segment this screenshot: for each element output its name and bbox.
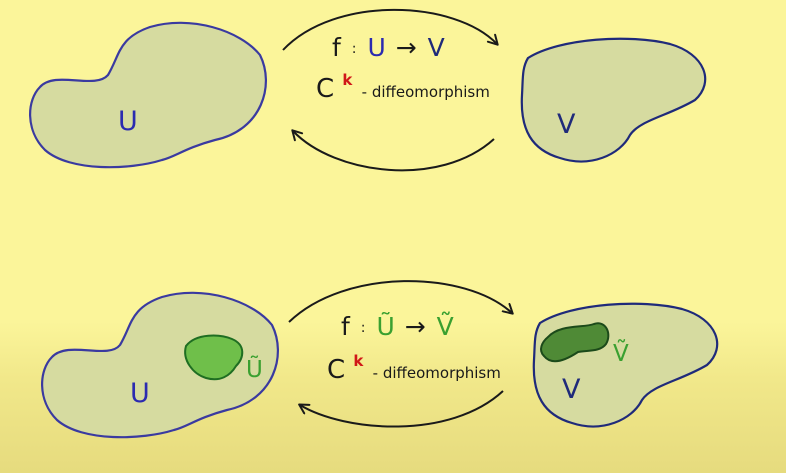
regularity-label-bottom: C k - diffeomorphism bbox=[327, 343, 501, 385]
arrow-inverse-bottom bbox=[298, 390, 504, 428]
region-u-top-label: U bbox=[118, 106, 138, 137]
regularity-label-top: C k - diffeomorphism bbox=[316, 62, 490, 104]
map-from-top: U bbox=[367, 33, 385, 62]
subset-u-tilde bbox=[184, 334, 244, 381]
arrow-forward-top bbox=[282, 8, 499, 51]
region-u-top bbox=[29, 21, 268, 169]
region-u-bottom bbox=[41, 291, 280, 439]
regularity-text-bottom: - diffeomorphism bbox=[373, 364, 501, 382]
arrow-forward-bottom bbox=[288, 280, 514, 323]
regularity-k-bottom: k bbox=[353, 352, 364, 370]
map-label-bottom: f : Ũ → Ṽ bbox=[341, 309, 454, 341]
subset-v-tilde bbox=[540, 322, 610, 363]
region-v-top-label: V bbox=[557, 109, 576, 140]
map-arrow-top: → bbox=[396, 33, 417, 62]
region-v-top bbox=[520, 37, 707, 163]
map-colon-bottom: : bbox=[361, 320, 366, 336]
subset-v-tilde-label: Ṽ bbox=[613, 338, 629, 367]
map-from-bottom: Ũ bbox=[376, 311, 394, 341]
map-label-top: f : U → V bbox=[332, 30, 445, 62]
map-to-bottom: Ṽ bbox=[437, 311, 454, 341]
regularity-c-top: C bbox=[316, 74, 334, 104]
map-to-top: V bbox=[428, 33, 445, 62]
map-f-top: f bbox=[332, 33, 342, 62]
region-v-bottom-label: V bbox=[562, 374, 581, 405]
regularity-text-top: - diffeomorphism bbox=[362, 83, 490, 101]
regularity-c-bottom: C bbox=[327, 355, 345, 385]
arrow-inverse-top bbox=[291, 129, 495, 172]
map-arrow-bottom: → bbox=[405, 312, 426, 341]
subset-u-tilde-label: Ũ bbox=[246, 354, 263, 383]
region-u-bottom-label: U bbox=[130, 378, 150, 409]
map-f-bottom: f bbox=[341, 312, 351, 341]
regularity-k-top: k bbox=[342, 71, 353, 89]
map-colon-top: : bbox=[352, 41, 357, 57]
